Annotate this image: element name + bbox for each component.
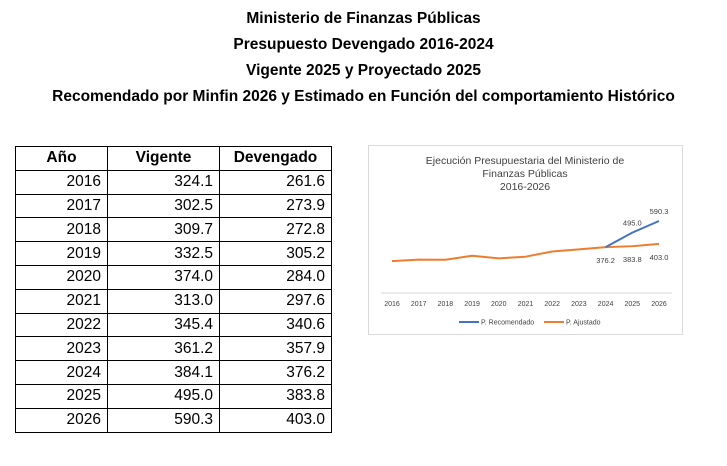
cell-devengado: 383.8 (219, 383, 332, 409)
x-tick-label: 2025 (625, 301, 641, 308)
x-tick-label: 2026 (651, 301, 667, 308)
data-label: 590.3 (650, 207, 669, 216)
table-row: 2021 313.0 297.6 (15, 288, 332, 314)
cell-year: 2024 (15, 360, 108, 385)
cell-year: 2017 (15, 193, 108, 219)
cell-devengado: 297.6 (219, 288, 332, 314)
cell-vigente: 345.4 (107, 312, 220, 338)
cell-vigente: 361.2 (107, 336, 220, 362)
x-tick-label: 2021 (518, 301, 534, 308)
x-tick-label: 2018 (438, 301, 454, 308)
x-tick-label: 2020 (491, 301, 507, 308)
cell-devengado: 273.9 (219, 193, 332, 219)
x-tick-label: 2024 (598, 301, 614, 308)
table-row: 2024 384.1 376.2 (15, 360, 332, 385)
legend-label: P. Ajustado (566, 320, 601, 327)
cell-year: 2018 (15, 217, 108, 243)
cell-year: 2021 (15, 288, 108, 314)
table-row: 2022 345.4 340.6 (15, 312, 332, 338)
cell-year: 2025 (15, 383, 108, 409)
x-tick-label: 2016 (384, 301, 400, 308)
table-row: 2018 309.7 272.8 (15, 217, 332, 243)
data-label: 383.8 (623, 255, 642, 264)
cell-year: 2020 (15, 264, 108, 290)
cell-vigente: 384.1 (107, 360, 220, 385)
header-year: Año (15, 146, 108, 171)
table-row: 2020 374.0 284.0 (15, 264, 332, 290)
x-tick-label: 2023 (571, 301, 587, 308)
cell-vigente: 324.1 (107, 169, 220, 195)
title-line-2: Presupuesto Devengado 2016-2024 (233, 36, 494, 53)
x-tick-label: 2019 (464, 301, 480, 308)
budget-table: Año Vigente Devengado 2016 324.1 261.6 2017… (15, 146, 332, 433)
title-line-1: Ministerio de Finanzas Públicas (246, 10, 481, 27)
table-row: 2025 495.0 383.8 (15, 383, 332, 409)
cell-devengado: 284.0 (219, 264, 332, 290)
report-titles: Ministerio de Finanzas Públicas Presupue… (0, 6, 727, 110)
series-line-p-ajustado (391, 242, 660, 263)
table-row: 2019 332.5 305.2 (15, 241, 332, 266)
header-vigente: Vigente (107, 146, 220, 171)
chart-title-line: Ejecución Presupuestaria del Ministerio … (426, 155, 625, 167)
header-devengado: Devengado (219, 146, 332, 171)
cell-vigente: 332.5 (107, 241, 220, 266)
title-line-3: Vigente 2025 y Proyectado 2025 (246, 62, 481, 79)
chart-title-line: Finanzas Públicas (482, 168, 567, 180)
series-line-p-recomendado (605, 220, 660, 248)
table-row: 2026 590.3 403.0 (15, 407, 332, 433)
chart-title-line: 2016-2026 (500, 181, 550, 193)
cell-year: 2026 (15, 407, 108, 433)
table-row: 2017 302.5 273.9 (15, 193, 332, 219)
cell-year: 2016 (15, 169, 108, 195)
cell-devengado: 261.6 (219, 169, 332, 195)
line-chart: Ejecución Presupuestaria del Ministerio … (381, 155, 672, 327)
cell-vigente: 313.0 (107, 288, 220, 314)
data-label: 376.2 (596, 256, 615, 265)
cell-devengado: 340.6 (219, 312, 332, 338)
chart-container: Ejecución Presupuestaria del Ministerio … (368, 145, 683, 335)
cell-devengado: 403.0 (219, 407, 332, 433)
cell-vigente: 302.5 (107, 193, 220, 219)
data-label: 403.0 (650, 253, 669, 262)
x-tick-label: 2022 (544, 301, 560, 308)
cell-devengado: 357.9 (219, 336, 332, 362)
data-label: 495.0 (623, 219, 642, 228)
table-row: 2016 324.1 261.6 (15, 169, 332, 195)
title-line-4: Recomendado por Minfin 2026 y Estimado e… (52, 88, 675, 105)
legend-label: P. Recomendado (481, 320, 534, 327)
cell-devengado: 376.2 (219, 360, 332, 385)
x-tick-label: 2017 (411, 301, 427, 308)
cell-vigente: 374.0 (107, 264, 220, 290)
cell-vigente: 590.3 (107, 407, 220, 433)
table-row: 2023 361.2 357.9 (15, 336, 332, 362)
cell-year: 2019 (15, 241, 108, 266)
cell-year: 2022 (15, 312, 108, 338)
cell-devengado: 272.8 (219, 217, 332, 243)
cell-vigente: 495.0 (107, 383, 220, 409)
cell-year: 2023 (15, 336, 108, 362)
cell-vigente: 309.7 (107, 217, 220, 243)
cell-devengado: 305.2 (219, 241, 332, 266)
